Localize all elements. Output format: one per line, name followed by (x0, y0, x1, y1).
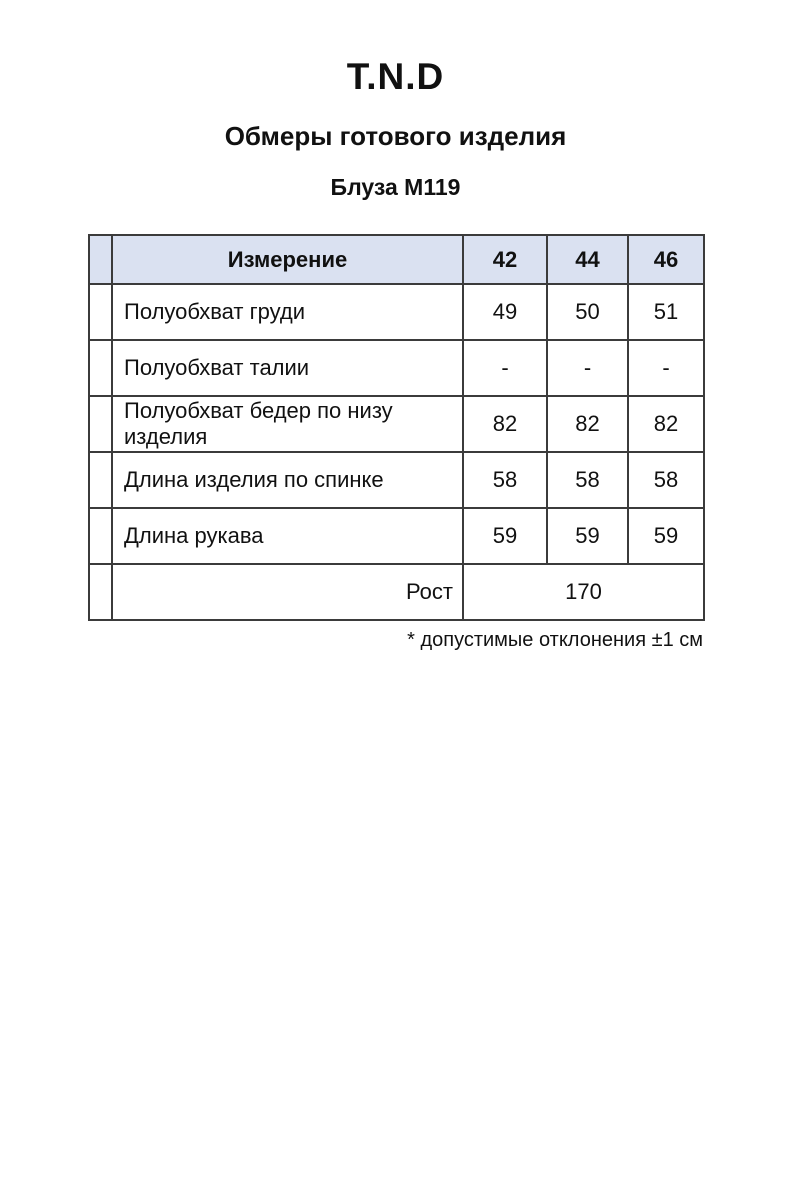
measurement-value: 59 (462, 507, 548, 565)
measurement-value: - (546, 339, 629, 397)
document-title: Обмеры готового изделия (224, 121, 567, 151)
measurement-label: Полуобхват талии (111, 339, 464, 397)
measurement-value: 82 (627, 395, 705, 453)
measurement-value: 58 (546, 451, 629, 509)
gutter-cell (88, 451, 113, 509)
measurement-value: 82 (462, 395, 548, 453)
size-chart-table: Измерение 42 44 46 Полуобхват груди 49 5… (88, 234, 705, 621)
height-row: Рост 170 (88, 563, 705, 621)
measurement-value: - (462, 339, 548, 397)
gutter-cell (88, 395, 113, 453)
measurement-value: 50 (546, 283, 629, 341)
measurement-label: Длина рукава (111, 507, 464, 565)
size-column-header-46: 46 (627, 234, 705, 285)
height-value: 170 (462, 563, 705, 621)
measurement-value: 58 (462, 451, 548, 509)
table-row: Полуобхват талии - - - (88, 339, 705, 397)
measurement-value: 59 (546, 507, 629, 565)
measurement-label: Длина изделия по спинке (111, 451, 464, 509)
page-content: T.N.D Обмеры готового изделия Блуза М119… (88, 0, 705, 652)
table-row: Длина рукава 59 59 59 (88, 507, 705, 565)
gutter-cell (88, 283, 113, 341)
measurement-label: Полуобхват груди (111, 283, 464, 341)
table-row: Полуобхват бедер по низу изделия 82 82 8… (88, 395, 705, 453)
measurement-value: 49 (462, 283, 548, 341)
model-title: Блуза М119 (330, 174, 461, 200)
measurement-value: 51 (627, 283, 705, 341)
height-label: Рост (111, 563, 464, 621)
gutter-cell (88, 339, 113, 397)
gutter-cell (88, 563, 113, 621)
size-column-header-42: 42 (462, 234, 548, 285)
table-row: Полуобхват груди 49 50 51 (88, 283, 705, 341)
size-column-header-44: 44 (546, 234, 629, 285)
gutter-cell (88, 507, 113, 565)
brand-title: T.N.D (346, 56, 445, 97)
gutter-header-cell (88, 234, 113, 285)
measurement-label: Полуобхват бедер по низу изделия (111, 395, 464, 453)
measurement-value: 82 (546, 395, 629, 453)
table-header-row: Измерение 42 44 46 (88, 234, 705, 285)
measurement-value: 59 (627, 507, 705, 565)
measurement-column-header: Измерение (111, 234, 464, 285)
measurement-value: - (627, 339, 705, 397)
table-row: Длина изделия по спинке 58 58 58 (88, 451, 705, 509)
measurement-value: 58 (627, 451, 705, 509)
tolerance-footnote: * допустимые отклонения ±1 см (407, 629, 703, 651)
